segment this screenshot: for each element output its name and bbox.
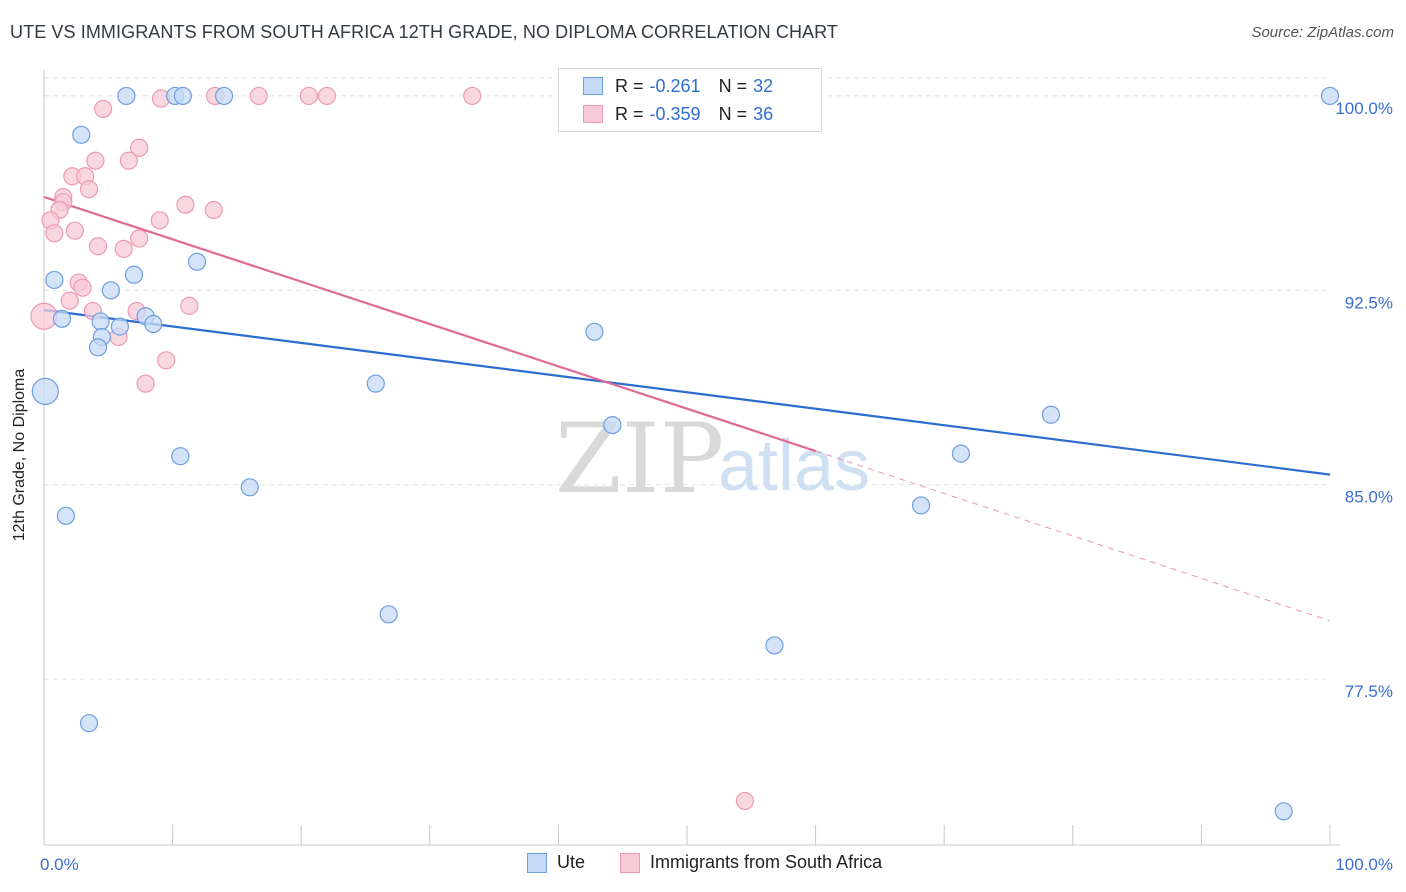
- y-tick-labels: 100.0% 92.5% 85.0% 77.5%: [1335, 99, 1393, 701]
- point-ute: [72, 125, 91, 144]
- legend-swatch-ute: [583, 77, 603, 95]
- point-south-africa: [136, 374, 155, 393]
- series-swatch-south-africa: [620, 852, 640, 873]
- y-tick-label: 77.5%: [1345, 682, 1393, 701]
- watermark-zip: ZIP: [555, 403, 724, 515]
- legend-row-south-africa: R = -0.359 N = 36: [583, 102, 773, 126]
- point-ute: [379, 605, 398, 624]
- point-ute: [79, 714, 99, 733]
- point-south-africa: [30, 302, 58, 330]
- legend-n-value-ute: 32: [753, 75, 774, 96]
- point-ute: [911, 496, 931, 515]
- legend-r-value-south-africa: -0.359: [649, 103, 701, 124]
- point-ute: [187, 252, 207, 271]
- gridlines: [44, 77, 1330, 680]
- point-ute: [214, 86, 234, 106]
- series-name-ute: Ute: [557, 852, 586, 872]
- point-ute: [101, 281, 120, 300]
- legend-n-label: N =: [718, 103, 748, 124]
- point-ute: [45, 270, 64, 290]
- series-legend-south-africa[interactable]: Immigrants from South Africa: [620, 852, 882, 873]
- point-ute: [173, 86, 192, 106]
- point-ute: [585, 322, 604, 341]
- point-south-africa: [150, 211, 169, 230]
- x-tick-label: 0.0%: [40, 855, 79, 874]
- point-south-africa: [735, 791, 754, 811]
- point-ute: [117, 86, 136, 106]
- point-ute: [88, 338, 108, 357]
- point-south-africa: [45, 224, 64, 243]
- trendlines: [43, 195, 1331, 622]
- series-swatch-ute: [527, 852, 547, 873]
- point-south-africa: [65, 221, 84, 240]
- legend-r-label: R =: [615, 103, 644, 124]
- series-legend-ute[interactable]: Ute: [527, 852, 585, 873]
- point-south-africa: [176, 195, 195, 214]
- point-south-africa: [180, 296, 199, 315]
- y-tick-label: 85.0%: [1345, 488, 1393, 507]
- point-south-africa: [60, 291, 79, 310]
- legend-r-value-ute: -0.261: [649, 75, 701, 96]
- x-tick-labels: 0.0% 100.0%: [40, 855, 1393, 874]
- point-ute: [765, 636, 784, 655]
- legend-swatch-south-africa: [583, 105, 603, 123]
- point-ute: [1320, 86, 1340, 106]
- point-ute: [91, 312, 110, 331]
- trendline-south-africa: [43, 195, 816, 453]
- x-tick-label: 100.0%: [1335, 855, 1393, 874]
- point-ute: [366, 374, 385, 393]
- point-south-africa: [86, 151, 105, 170]
- point-ute: [240, 478, 259, 497]
- chart-title: UTE VS IMMIGRANTS FROM SOUTH AFRICA 12TH…: [10, 22, 839, 42]
- point-ute: [171, 447, 190, 466]
- legend-n-label: N =: [718, 75, 748, 96]
- point-south-africa: [204, 200, 223, 220]
- legend-r-label: R =: [615, 75, 644, 96]
- legend-row-ute: R = -0.261 N = 32: [583, 74, 773, 98]
- point-ute: [31, 377, 59, 406]
- point-south-africa: [157, 351, 176, 370]
- point-ute: [1274, 802, 1293, 821]
- data-points: [30, 86, 1340, 821]
- series-name-south-africa: Immigrants from South Africa: [650, 852, 883, 872]
- point-ute: [1041, 405, 1061, 424]
- point-south-africa: [299, 86, 319, 106]
- point-south-africa: [79, 180, 99, 199]
- point-ute: [52, 309, 72, 328]
- legend-n-value-south-africa: 36: [753, 103, 774, 124]
- point-ute: [56, 506, 75, 525]
- point-south-africa: [94, 99, 113, 118]
- axes: [43, 70, 1340, 846]
- source-credit: Source: ZipAtlas.com: [1251, 24, 1394, 41]
- point-ute: [144, 314, 163, 334]
- point-south-africa: [317, 86, 337, 106]
- stats-legend: R = -0.261 N = 32 R = -0.359 N = 36: [558, 68, 822, 132]
- y-tick-label: 100.0%: [1335, 99, 1393, 118]
- point-ute: [951, 444, 971, 463]
- series-legend: Ute Immigrants from South Africa: [0, 852, 1406, 878]
- point-ute: [110, 317, 129, 336]
- trendline-south-africa-extension: [815, 450, 1331, 622]
- trendline-ute: [43, 308, 1331, 476]
- point-south-africa: [73, 278, 92, 297]
- y-tick-label: 92.5%: [1345, 293, 1393, 312]
- point-south-africa: [463, 86, 482, 106]
- point-ute: [124, 265, 144, 284]
- watermark: ZIP atlas: [555, 403, 870, 515]
- point-south-africa: [130, 138, 149, 157]
- point-south-africa: [119, 151, 138, 170]
- point-south-africa: [88, 237, 108, 256]
- point-south-africa: [249, 86, 268, 106]
- point-south-africa: [130, 229, 149, 248]
- point-south-africa: [114, 239, 133, 258]
- point-ute: [603, 416, 622, 435]
- watermark-atlas: atlas: [718, 426, 870, 506]
